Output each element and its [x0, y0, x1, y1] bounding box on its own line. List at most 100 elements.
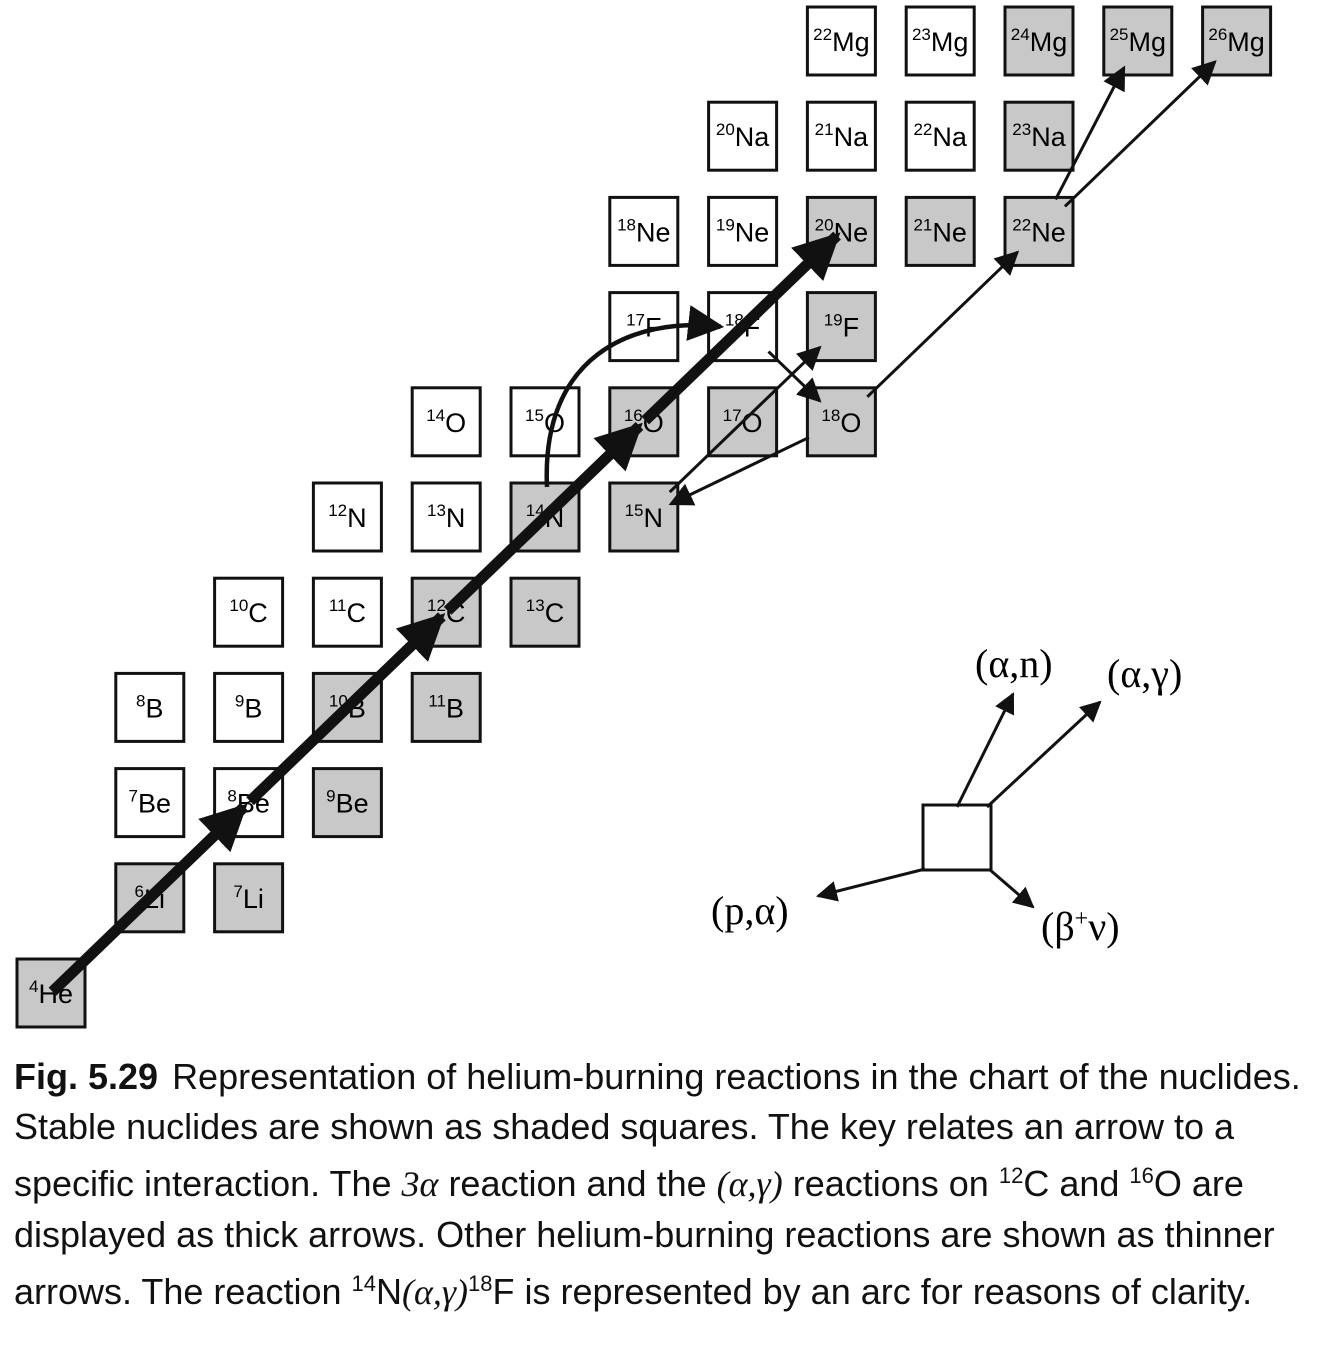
nuclide-box [311, 576, 383, 648]
nuclide-mass-number: 11 [428, 691, 446, 710]
nuclide-element: Mg [832, 27, 870, 57]
nuclide-box [410, 671, 482, 743]
nuclide-label: 23Na [1012, 120, 1066, 152]
nuclide-10C: 10C [213, 576, 285, 648]
nuclide-element: Na [932, 122, 967, 152]
key-label-beta-sup: + [1075, 906, 1089, 932]
key-label-beta-plus-nu: (β+ν) [1041, 904, 1120, 949]
nuclide-box [311, 481, 383, 553]
nuclide-mass-number: 13 [526, 596, 545, 615]
nuclide-box [509, 386, 581, 458]
nuclide-label: 12N [328, 501, 366, 533]
nuclide-mass-number: 8 [136, 691, 145, 710]
reaction-key: (α,n) (α,γ) (p,α) (β+ν) [711, 641, 1182, 949]
nuclide-25Mg: 25Mg [1102, 5, 1174, 77]
nuclide-mass-number: 14 [426, 406, 445, 425]
nuclide-mass-number: 26 [1208, 25, 1227, 44]
nuclide-box [904, 100, 976, 172]
reaction-arrow-22Ne-to-25Mg [1054, 65, 1126, 201]
nuclide-box [805, 100, 877, 172]
nuclide-box [311, 767, 383, 839]
nuclide-label: 14O [426, 406, 466, 438]
figure-label: Fig. 5.29 [14, 1056, 159, 1097]
nuclide-element: Na [834, 122, 869, 152]
nuclide-element: Mg [1129, 27, 1167, 57]
nuclide-mass-number: 17 [723, 406, 742, 425]
caption-three-alpha: 3α [401, 1164, 439, 1204]
caption-text-4: is represented by an arc for reasons of … [514, 1271, 1253, 1312]
nuclide-box [904, 195, 976, 267]
nuclide-element: C [346, 598, 366, 628]
nuclide-box [1003, 5, 1075, 77]
nuclide-11C: 11C [311, 576, 383, 648]
nuclide-label: 22Mg [813, 25, 869, 57]
nuclide-mass-number: 23 [912, 25, 931, 44]
caption-text-3: reactions on [782, 1163, 999, 1204]
nuclide-mass-number: 20 [716, 120, 735, 139]
reaction-arrow-22Ne-to-26Mg [1063, 60, 1217, 208]
nuclide-mass-number: 4 [29, 977, 38, 996]
nuclide-label: 9B [235, 691, 262, 723]
nuclide-label: 22Na [913, 120, 967, 152]
nuclide-20Ne: 20Ne [805, 195, 877, 267]
nuclide-element: B [446, 693, 464, 723]
nuclide-15N: 15N [608, 481, 680, 553]
caption-o16-mass: 16 [1129, 1163, 1154, 1188]
nuclide-label: 17O [723, 406, 763, 438]
nuclide-9B: 9B [213, 671, 285, 743]
nuclide-element: Mg [1030, 27, 1068, 57]
nuclide-18Ne: 18Ne [608, 195, 680, 267]
nuclide-label: 18Ne [617, 215, 670, 247]
nuclide-box [213, 862, 285, 934]
reaction-arrow-15N-to-19F [668, 345, 822, 494]
nuclide-element: Ne [932, 217, 967, 247]
nuclide-21Na: 21Na [805, 100, 877, 172]
nuclide-mass-number: 23 [1012, 120, 1031, 139]
nuclide-label: 18O [821, 406, 861, 438]
nuclide-mass-number: 9 [235, 691, 244, 710]
key-label-alpha-n: (α,n) [975, 641, 1053, 686]
nuclide-21Ne: 21Ne [904, 195, 976, 267]
key-label-beta-base: (β [1041, 904, 1075, 949]
caption-n14-mass: 14 [351, 1271, 376, 1296]
nuclide-element: Ne [735, 217, 770, 247]
nuclide-element: Na [1031, 122, 1066, 152]
nuclide-mass-number: 20 [815, 215, 834, 234]
nuclide-box [707, 100, 779, 172]
reaction-arrows [48, 60, 1217, 996]
nuclide-element: Ne [1031, 217, 1066, 247]
nuclide-element: Be [138, 789, 171, 819]
nuclide-8B: 8B [114, 671, 186, 743]
nuclide-mass-number: 18 [617, 215, 636, 234]
caption-text-2: reaction and the [438, 1163, 717, 1204]
caption-f18-mass: 18 [468, 1271, 493, 1296]
nuclide-box [114, 671, 186, 743]
nuclide-label: 21Ne [913, 215, 966, 247]
caption-alpha-gamma-2: (α,γ) [401, 1272, 469, 1312]
reaction-arrow-4He-to-8Be [48, 802, 249, 996]
reaction-arrow-18O-to-22Ne [866, 250, 1020, 398]
nuclide-element: Ne [636, 217, 671, 247]
nuclide-13C: 13C [509, 576, 581, 648]
nuclide-element: Mg [1227, 27, 1265, 57]
nuclide-19Ne: 19Ne [707, 195, 779, 267]
nuclide-mass-number: 24 [1011, 25, 1030, 44]
nuclide-7Be: 7Be [114, 767, 186, 839]
nuclide-element: C [248, 598, 268, 628]
caption-text-1: Representation of helium-burning reactio… [14, 1056, 1301, 1204]
nuclide-label: 11C [329, 596, 366, 628]
nuclide-box [805, 5, 877, 77]
nuclide-label: 19F [824, 311, 859, 343]
reaction-arrow-12C-to-16O [443, 422, 644, 615]
nuclide-mass-number: 7 [233, 882, 242, 901]
nuclide-element: B [146, 693, 164, 723]
nuclide-box [213, 671, 285, 743]
nuclide-mass-number: 13 [427, 501, 446, 520]
caption-alpha-gamma-1: (α,γ) [716, 1164, 783, 1204]
nuclide-element: N [446, 503, 466, 533]
nuclide-mass-number: 7 [129, 787, 138, 806]
caption-c12-element: C and [1023, 1163, 1130, 1204]
nuclide-element: Li [243, 884, 264, 914]
nuclide-mass-number: 11 [329, 596, 347, 615]
nuclide-box [1102, 5, 1174, 77]
